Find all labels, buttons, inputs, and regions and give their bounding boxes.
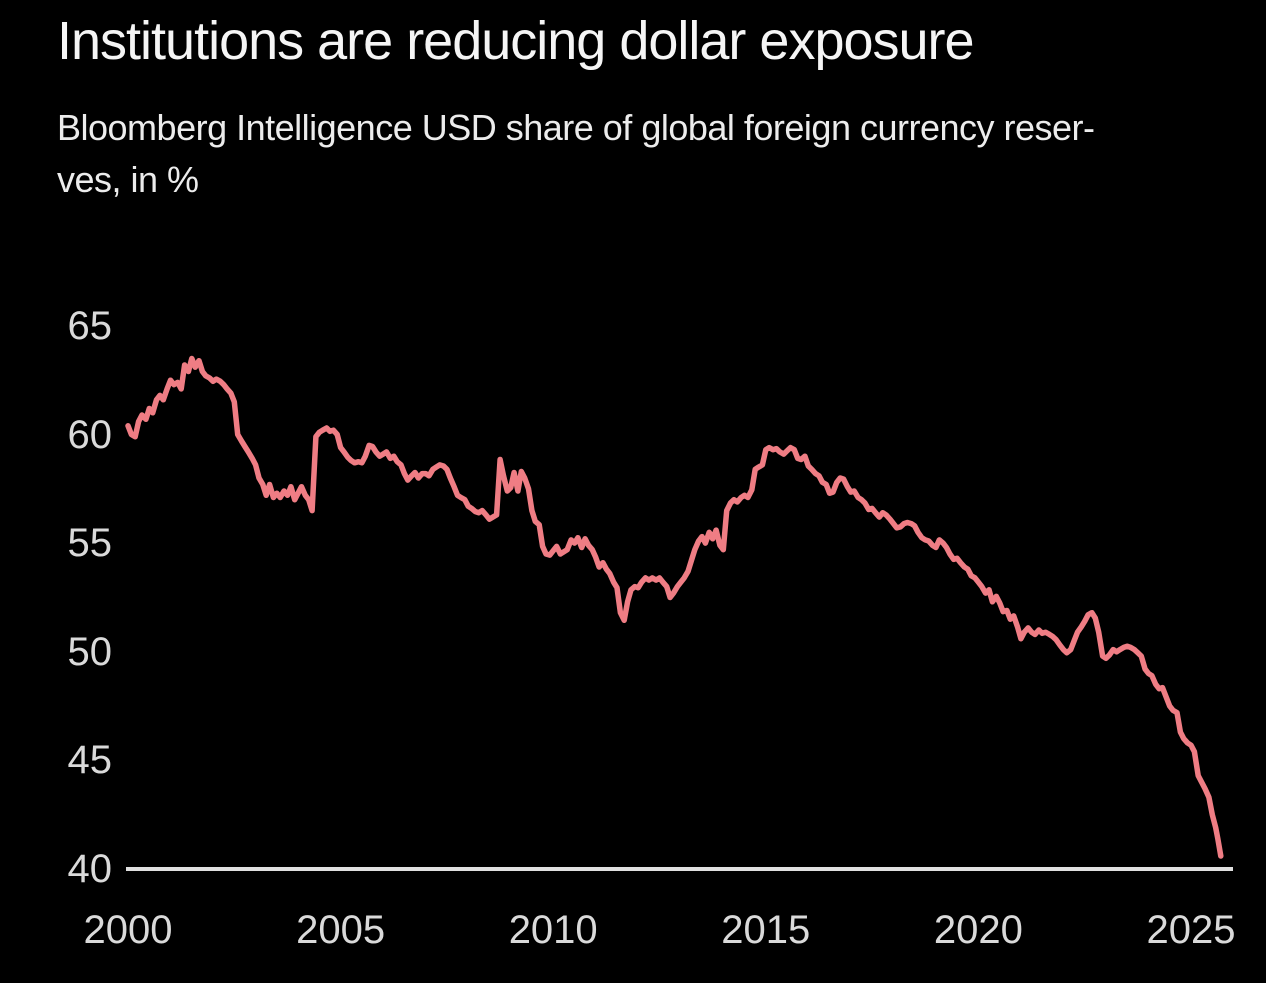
x-axis-baseline bbox=[126, 867, 1233, 871]
x-tick-label: 2025 bbox=[1146, 908, 1236, 952]
chart-subtitle-line-1: Bloomberg Intelligence USD share of glob… bbox=[57, 107, 1095, 148]
y-tick-label: 65 bbox=[67, 303, 113, 348]
x-tick-label: 2010 bbox=[508, 908, 598, 952]
x-tick-label: 2015 bbox=[721, 908, 811, 952]
chart-subtitle: Bloomberg Intelligence USD share of glob… bbox=[57, 102, 1095, 206]
y-tick-label: 55 bbox=[67, 521, 113, 566]
y-tick-label: 60 bbox=[67, 412, 113, 457]
y-tick-label: 45 bbox=[67, 738, 113, 783]
chart-title: Institutions are reducing dollar exposur… bbox=[57, 11, 975, 71]
y-tick-label: 50 bbox=[67, 629, 113, 674]
chart-subtitle-line-2: ves, in % bbox=[57, 159, 199, 200]
x-tick-label: 2005 bbox=[296, 908, 386, 952]
x-tick-label: 2020 bbox=[933, 908, 1023, 952]
x-tick-label: 2000 bbox=[83, 908, 173, 952]
y-tick-label: 40 bbox=[67, 847, 113, 891]
usd-share-line bbox=[125, 355, 1224, 859]
